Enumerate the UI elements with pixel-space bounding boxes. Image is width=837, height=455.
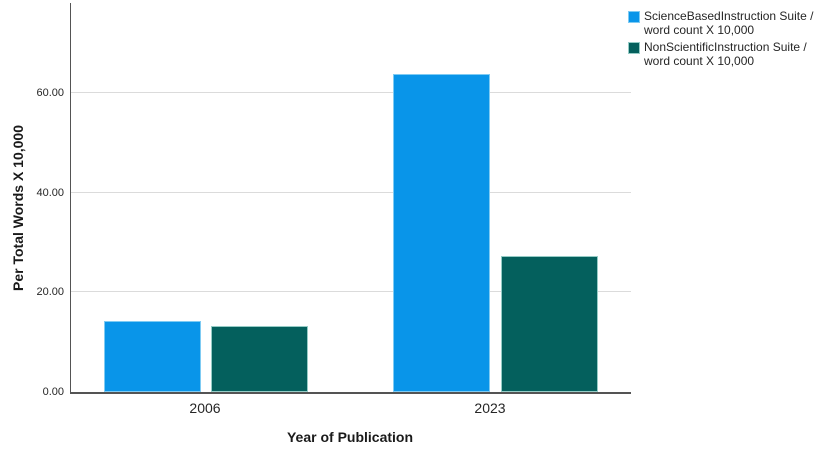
legend-swatch-icon xyxy=(628,42,640,54)
y-tick-label-60: 60.00 xyxy=(36,86,64,99)
legend-item-1: ScienceBasedInstruction Suite / word coun… xyxy=(628,9,813,37)
legend-swatch-icon xyxy=(628,11,640,23)
legend-item-2: NonScientificInstruction Suite / word cou… xyxy=(628,40,813,68)
gridline-60 xyxy=(71,91,631,93)
x-category-label-2006: 2006 xyxy=(189,400,221,416)
legend-item-label: NonScientificInstruction Suite / word cou… xyxy=(644,40,807,68)
x-axis-title: Year of Publication xyxy=(286,429,414,445)
gridline-40 xyxy=(71,191,631,193)
y-tick-label-0: 0.00 xyxy=(42,386,64,398)
legend: ScienceBasedInstruction Suite / word coun… xyxy=(628,9,813,71)
bar-series2-2023 xyxy=(500,256,598,392)
y-tick-label-40: 40.00 xyxy=(36,186,64,199)
legend-item-label: ScienceBasedInstruction Suite / word coun… xyxy=(644,9,814,37)
y-axis-title: Per Total Words X 10,000 xyxy=(10,125,26,291)
bar-series1-2006 xyxy=(103,321,201,392)
gridline-20 xyxy=(71,291,631,293)
y-tick-label-20: 20.00 xyxy=(36,286,64,299)
plot-area xyxy=(70,3,631,394)
bar-series1-2023 xyxy=(393,74,491,392)
bar-series2-2006 xyxy=(211,326,309,392)
x-category-label-2023: 2023 xyxy=(474,400,506,416)
